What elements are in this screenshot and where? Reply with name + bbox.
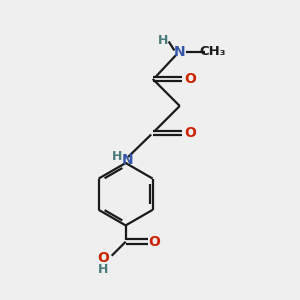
Text: N: N	[174, 45, 185, 59]
Text: O: O	[97, 251, 109, 265]
Text: N: N	[122, 153, 134, 167]
Text: O: O	[184, 126, 196, 140]
Text: O: O	[148, 235, 160, 249]
Text: O: O	[184, 72, 196, 86]
Text: H: H	[112, 150, 122, 163]
Text: H: H	[158, 34, 169, 46]
Text: CH₃: CH₃	[200, 45, 226, 58]
Text: H: H	[98, 263, 108, 276]
